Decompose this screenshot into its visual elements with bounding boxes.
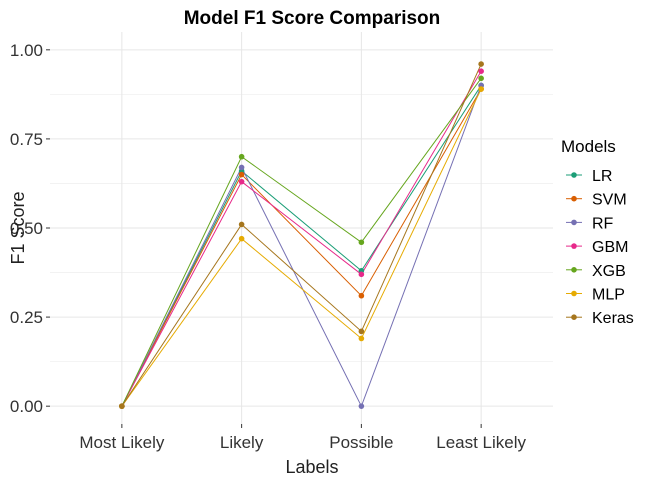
y-axis: 0.00 0.25 0.50 0.75 1.00 xyxy=(10,41,50,416)
data-point-keras xyxy=(478,61,484,67)
legend-label: MLP xyxy=(592,287,625,304)
legend-item-gbm: GBM xyxy=(566,239,628,256)
data-point-keras xyxy=(119,403,125,409)
x-tick-label: Least Likely xyxy=(436,433,526,452)
legend-title: Models xyxy=(561,137,616,156)
legend-label: GBM xyxy=(592,239,628,256)
series-line-lr xyxy=(121,85,482,407)
x-tick-label: Likely xyxy=(220,433,264,452)
y-tick-label: 0.75 xyxy=(10,130,43,149)
series-line-keras xyxy=(121,63,482,407)
series-lines xyxy=(121,63,482,408)
series-line-gbm xyxy=(121,70,482,407)
y-tick-label: 0.50 xyxy=(10,219,43,238)
y-tick-label: 0.25 xyxy=(10,308,43,327)
legend-key-point xyxy=(571,172,577,178)
legend: Models LR SVM RF GBM XGB MLP Keras xyxy=(561,137,634,327)
data-point-xgb xyxy=(358,239,365,246)
legend-item-mlp: MLP xyxy=(566,287,625,304)
data-point-svm xyxy=(358,292,365,299)
legend-key-point xyxy=(571,290,577,297)
legend-item-xgb: XGB xyxy=(566,263,626,280)
series-line-rf xyxy=(121,85,482,408)
legend-key-point xyxy=(571,267,577,273)
legend-item-svm: SVM xyxy=(566,192,627,209)
series-line-xgb xyxy=(121,78,482,407)
legend-key-point xyxy=(571,219,577,226)
series-line-mlp xyxy=(121,88,482,407)
x-axis: Most Likely Likely Possible Least Likely xyxy=(79,424,527,452)
legend-item-keras: Keras xyxy=(566,310,634,327)
data-point-mlp xyxy=(358,335,365,342)
data-point-mlp xyxy=(238,235,245,242)
legend-key-point xyxy=(571,195,577,202)
x-axis-title: Labels xyxy=(285,457,338,477)
legend-label: LR xyxy=(592,168,612,185)
data-point-mlp xyxy=(478,86,484,92)
data-point-gbm xyxy=(238,178,245,185)
data-point-keras xyxy=(358,328,365,335)
data-point-xgb xyxy=(238,153,245,160)
y-tick-label: 1.00 xyxy=(10,41,43,60)
legend-label: SVM xyxy=(592,192,627,209)
data-point-rf xyxy=(358,403,365,409)
y-tick-label: 0.00 xyxy=(10,397,43,416)
legend-label: XGB xyxy=(592,263,626,280)
legend-label: Keras xyxy=(592,310,634,327)
legend-key-point xyxy=(571,314,577,321)
legend-item-rf: RF xyxy=(566,215,614,232)
x-tick-label: Possible xyxy=(329,433,393,452)
chart-title: Model F1 Score Comparison xyxy=(184,8,441,29)
series-line-svm xyxy=(121,88,482,407)
x-tick-label: Most Likely xyxy=(79,433,165,452)
y-axis-title: F1 Score xyxy=(8,191,28,264)
data-point-svm xyxy=(238,171,245,178)
legend-item-lr: LR xyxy=(566,168,612,185)
grid-lines xyxy=(50,32,553,424)
legend-key-point xyxy=(571,243,577,249)
legend-label: RF xyxy=(592,215,614,232)
data-point-keras xyxy=(238,221,245,228)
legend-items: LR SVM RF GBM XGB MLP Keras xyxy=(566,168,634,327)
data-point-xgb xyxy=(478,75,484,82)
data-point-gbm xyxy=(478,68,484,74)
data-point-gbm xyxy=(358,271,365,278)
series-points xyxy=(119,61,484,409)
data-point-rf xyxy=(238,164,245,171)
